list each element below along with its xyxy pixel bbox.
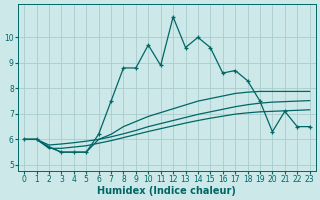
X-axis label: Humidex (Indice chaleur): Humidex (Indice chaleur) [98,186,236,196]
